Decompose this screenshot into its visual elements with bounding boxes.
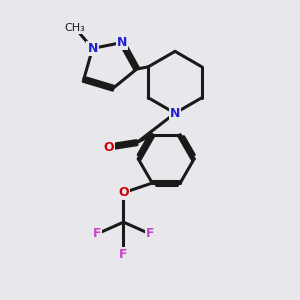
Text: O: O <box>103 141 114 154</box>
Text: F: F <box>93 227 101 240</box>
Text: N: N <box>170 107 180 120</box>
Text: F: F <box>146 227 154 240</box>
Text: CH₃: CH₃ <box>64 23 85 33</box>
Text: N: N <box>87 42 98 55</box>
Text: N: N <box>117 36 127 49</box>
Text: F: F <box>119 248 128 261</box>
Text: O: O <box>118 186 129 199</box>
